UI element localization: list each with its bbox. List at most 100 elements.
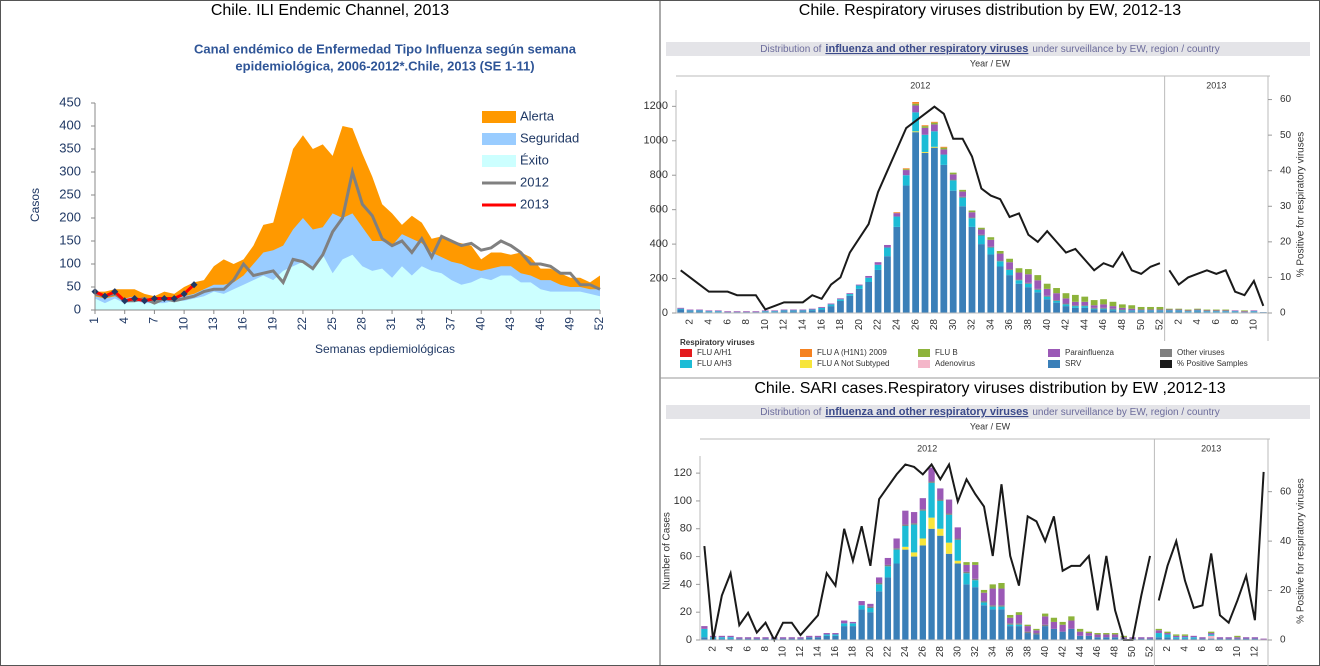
bar-segment	[959, 206, 966, 313]
marker	[170, 294, 178, 303]
bar-segment	[1234, 635, 1241, 638]
panel-heading: Chile. ILI Endemic Channel, 2013	[211, 2, 449, 19]
bar-segment	[1138, 637, 1145, 639]
bar-segment	[837, 300, 844, 313]
marker	[180, 290, 188, 298]
bar-segment	[1118, 311, 1126, 313]
bar-segment	[1015, 624, 1023, 627]
x-tick-label: 10	[1249, 319, 1260, 331]
y-tick-label: 450	[59, 94, 81, 109]
x-tick-label: 8	[741, 319, 752, 325]
bar-segment	[832, 634, 839, 636]
x-tick-label: 10	[778, 646, 789, 658]
x-tick-label: 46	[533, 317, 547, 331]
area	[95, 254, 600, 310]
bar-segment	[996, 251, 1004, 254]
legend-swatch	[800, 360, 812, 368]
bar-segment	[902, 169, 910, 171]
bar-segment	[867, 606, 874, 609]
x-title: Year / EW	[970, 58, 1011, 68]
bar-segment	[1024, 624, 1031, 627]
x-tick-label: 4	[117, 317, 131, 324]
bar-segment	[1015, 623, 1023, 625]
bar-segment	[1222, 309, 1230, 311]
bar-segment	[1184, 310, 1192, 312]
bar-segment	[884, 577, 892, 640]
bar-segment	[912, 132, 920, 313]
bar-segment	[790, 310, 797, 312]
x-tick-label: 25	[325, 317, 339, 331]
y2-axis-label: % Positive for respiratory viruses	[1296, 478, 1307, 624]
bar-segment	[799, 311, 807, 313]
bar-segment	[799, 310, 807, 312]
bar-segment	[893, 549, 900, 564]
bar-segment	[1250, 310, 1258, 312]
bar-segment	[1059, 631, 1066, 640]
bar-segment	[849, 626, 857, 640]
bar-segment	[959, 189, 966, 192]
bar-segment	[808, 310, 816, 313]
y-tick-label: 400	[650, 238, 668, 250]
x-tick-label: 6	[1211, 319, 1222, 325]
x-tick-label: 2	[1173, 319, 1184, 325]
bar-segment	[1137, 309, 1145, 311]
y2-tick-label: 0	[1280, 308, 1286, 319]
bar-segment	[780, 310, 788, 312]
x-tick-label: 10	[760, 319, 771, 331]
bar-segment	[902, 185, 910, 313]
bar-segment	[855, 284, 863, 286]
bar-segment	[875, 582, 883, 585]
bar-segment	[1015, 614, 1023, 624]
bar-segment	[931, 131, 938, 147]
bar-segment	[931, 122, 938, 125]
bar-segment	[1042, 626, 1049, 640]
y2-axis-label: % Positive for respiratory viruses	[1296, 132, 1307, 278]
bar-segment	[771, 311, 779, 313]
x-title: Year / EW	[970, 421, 1011, 431]
bar-segment	[1090, 300, 1098, 306]
x-tick-label: 26	[917, 646, 928, 658]
x-tick-label: 40	[1040, 646, 1051, 658]
bar-segment	[1225, 638, 1232, 640]
bar-segment	[799, 309, 807, 311]
bar-segment	[1147, 310, 1154, 312]
bar-segment	[1260, 638, 1267, 640]
x-tick-label: 6	[1197, 646, 1208, 652]
bar-segment	[823, 633, 830, 635]
bar-segment	[1208, 635, 1215, 639]
bar-segment	[949, 179, 957, 181]
y-tick-label: 80	[680, 523, 692, 535]
bar-segment	[963, 571, 970, 574]
bar-segment	[912, 103, 920, 106]
y2-tick-label: 40	[1280, 536, 1292, 547]
x-tick-label: 44	[1075, 646, 1086, 658]
legend-label: 2013	[520, 196, 549, 211]
bar-segment	[1006, 258, 1013, 263]
legend-swatch	[680, 360, 692, 368]
y-tick-label: 60	[680, 550, 692, 562]
bar-segment	[1165, 308, 1173, 310]
bar-segment	[1251, 638, 1259, 640]
bar-segment	[928, 528, 935, 640]
bar-segment	[779, 638, 787, 640]
bar-segment	[823, 635, 830, 640]
bar-segment	[1199, 637, 1206, 639]
bar-segment	[827, 303, 835, 305]
bar-segment	[893, 548, 900, 550]
bar-segment	[1175, 309, 1183, 311]
legend-label: Éxito	[520, 152, 549, 167]
bar-segment	[1015, 279, 1023, 281]
bar-segment	[998, 582, 1005, 589]
x-tick-label: 16	[830, 646, 841, 658]
bar-segment	[912, 102, 920, 104]
marker	[101, 292, 109, 300]
bar-segment	[893, 538, 900, 549]
x-tick-label: 24	[900, 646, 911, 658]
legend-label: FLU A/H1	[697, 348, 732, 357]
bar-segment	[1034, 292, 1042, 313]
x-tick-label: 16	[236, 317, 250, 331]
subtitle-part: under surveillance by EW, region / count…	[1032, 44, 1219, 55]
bar-segment	[1103, 637, 1110, 640]
bar-segment	[910, 523, 918, 525]
